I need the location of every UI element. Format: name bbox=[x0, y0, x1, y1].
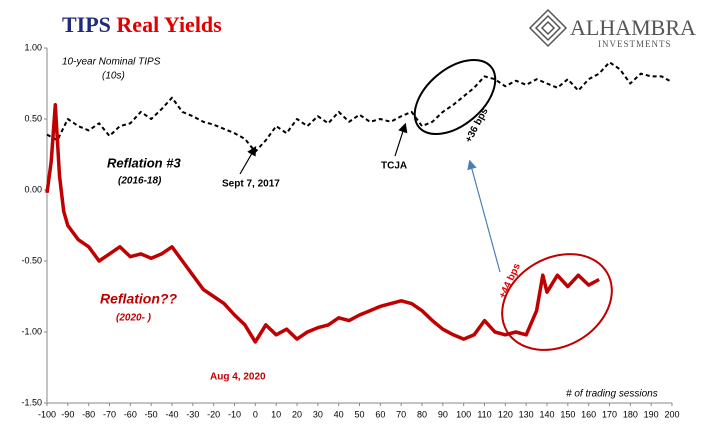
x-tick-label: -90 bbox=[61, 409, 74, 419]
annotation: +36 bps bbox=[463, 106, 491, 145]
x-tick-label: 180 bbox=[623, 409, 638, 419]
annotation: 10-year Nominal TIPS bbox=[62, 57, 161, 68]
x-tick-label: -50 bbox=[145, 409, 158, 419]
x-tick-label: 170 bbox=[602, 409, 617, 419]
x-tick-label: 90 bbox=[438, 409, 448, 419]
x-tick-label: 160 bbox=[581, 409, 596, 419]
x-tick-label: -100 bbox=[38, 409, 56, 419]
markers bbox=[239, 58, 613, 351]
x-tick-label: 50 bbox=[354, 409, 364, 419]
arrow bbox=[394, 122, 408, 157]
logo-name: ALHAMBRA bbox=[570, 15, 696, 40]
y-tick-label: 0.00 bbox=[24, 184, 42, 194]
arrow bbox=[239, 145, 257, 175]
x-tick-label: 100 bbox=[456, 409, 471, 419]
highlight-ellipse bbox=[501, 253, 613, 351]
x-tick-label: 120 bbox=[498, 409, 513, 419]
logo-icon bbox=[528, 8, 568, 48]
x-tick-label: -80 bbox=[82, 409, 95, 419]
series-line bbox=[46, 61, 673, 153]
annotation: Sept 7, 2017 bbox=[222, 179, 280, 190]
x-tick-label: 200 bbox=[664, 409, 679, 419]
x-tick-label: 190 bbox=[644, 409, 659, 419]
title-lead: TIPS bbox=[62, 12, 111, 37]
highlight-ellipse bbox=[413, 58, 497, 136]
x-tick-label: -70 bbox=[103, 409, 116, 419]
x-tick-label: 10 bbox=[271, 409, 281, 419]
x-tick-label: 70 bbox=[396, 409, 406, 419]
annotation: +44 bps bbox=[497, 261, 523, 300]
x-tick-label: 40 bbox=[334, 409, 344, 419]
x-tick-label: 0 bbox=[253, 409, 258, 419]
x-tick-label: -10 bbox=[228, 409, 241, 419]
y-tick-label: -1.00 bbox=[21, 326, 42, 336]
annotation: Reflation #3 bbox=[107, 155, 181, 170]
arrow bbox=[467, 159, 501, 273]
x-tick-label: -60 bbox=[124, 409, 137, 419]
annotation: Reflation?? bbox=[100, 291, 177, 307]
x-tick-label: 130 bbox=[519, 409, 534, 419]
y-tick-label: -1.50 bbox=[21, 397, 42, 407]
x-tick-label: 20 bbox=[292, 409, 302, 419]
title-rest: Real Yields bbox=[116, 12, 222, 37]
y-tick-label: 0.50 bbox=[24, 113, 42, 123]
logo-sub: INVESTMENTS bbox=[598, 39, 672, 49]
x-tick-label: 110 bbox=[477, 409, 491, 419]
annotation: TCJA bbox=[381, 161, 407, 172]
x-tick-label: -30 bbox=[186, 409, 199, 419]
annotation: Aug 4, 2020 bbox=[210, 372, 266, 383]
x-tick-label: -40 bbox=[165, 409, 178, 419]
x-tick-label: 30 bbox=[313, 409, 323, 419]
annotation: (10s) bbox=[102, 71, 125, 82]
y-tick-label: -0.50 bbox=[21, 255, 42, 265]
annotation: (2016-18) bbox=[118, 176, 162, 187]
annotation: (2020- ) bbox=[116, 313, 152, 324]
x-tick-label: 60 bbox=[375, 409, 385, 419]
chart-title: TIPS Real Yields bbox=[62, 12, 222, 37]
annotation: # of trading sessions bbox=[566, 389, 658, 400]
y-tick-label: 1.00 bbox=[24, 42, 42, 52]
series-line bbox=[45, 103, 600, 344]
x-tick-label: -20 bbox=[207, 409, 220, 419]
x-tick-label: 140 bbox=[539, 409, 554, 419]
x-tick-label: 150 bbox=[560, 409, 575, 419]
x-tick-label: 80 bbox=[417, 409, 427, 419]
